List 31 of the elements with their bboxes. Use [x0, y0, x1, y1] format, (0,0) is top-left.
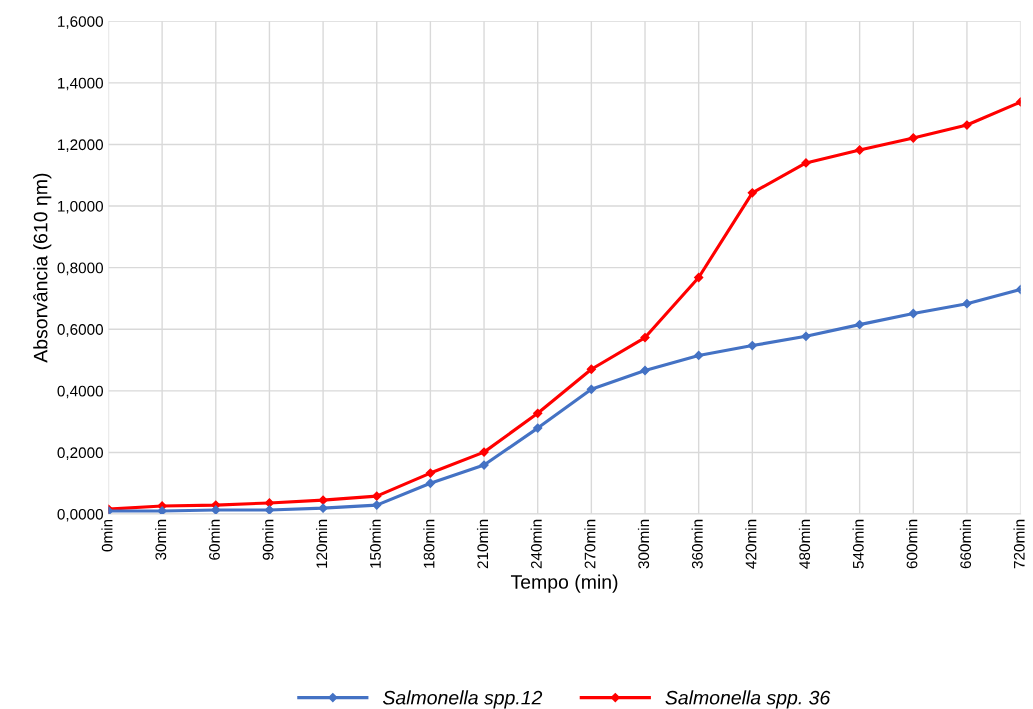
x-tick-label: 120min — [315, 519, 328, 568]
y-tick-label: 1,0000 — [58, 200, 104, 214]
x-tick-label: 480min — [798, 519, 811, 569]
x-tick-label: 150min — [369, 519, 381, 568]
y-tick-label: 1,6000 — [58, 16, 104, 29]
y-tick-label: 0,4000 — [57, 385, 104, 399]
x-tick-label: 30min — [155, 519, 167, 560]
x-tick-label: 600min — [906, 519, 918, 569]
y-tick-label: 0,8000 — [57, 262, 104, 276]
y-tick-label: 0,6000 — [57, 324, 104, 337]
x-axis-title: Tempo (min) — [510, 574, 618, 593]
x-tick-label: 720min — [1013, 519, 1025, 569]
legend-label: Salmonella spp. 36 — [665, 690, 831, 709]
x-tick-label: 210min — [476, 519, 489, 569]
y-tick-label: 0,2000 — [57, 447, 104, 460]
x-tick-label: 240min — [530, 519, 542, 569]
y-tick-label: 0,0000 — [57, 508, 104, 522]
y-axis-title: Absorvância (610 ηm) — [33, 173, 52, 363]
x-tick-label: 360min — [691, 519, 703, 569]
x-tick-label: 300min — [637, 519, 650, 569]
x-tick-label: 60min — [208, 519, 220, 560]
legend-label: Salmonella spp.12 — [382, 690, 543, 709]
x-tick-label: 90min — [262, 519, 274, 560]
x-tick-label: 420min — [745, 519, 757, 569]
x-tick-label: 540min — [852, 519, 864, 569]
x-tick-label: 270min — [584, 519, 596, 569]
y-tick-label: 1,4000 — [58, 77, 104, 91]
x-tick-label: 180min — [423, 519, 435, 568]
y-tick-label: 1,2000 — [58, 139, 104, 152]
x-tick-label: 0min — [101, 519, 113, 552]
x-tick-label: 660min — [959, 519, 972, 569]
